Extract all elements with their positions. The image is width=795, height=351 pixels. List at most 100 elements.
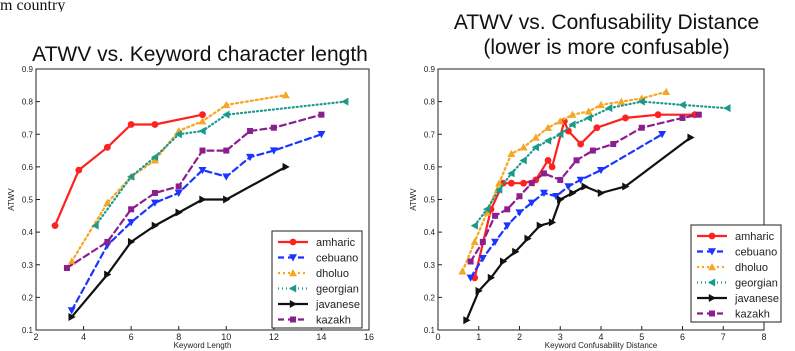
series-line-amharic	[53, 113, 204, 227]
data-point-amharic	[51, 222, 59, 230]
data-point-cebuano	[552, 193, 561, 201]
data-point-javanese	[557, 195, 565, 204]
data-point-cebuano	[478, 255, 487, 263]
data-point-dholuo	[662, 87, 671, 96]
data-point-georgian	[584, 113, 592, 122]
data-point-georgian	[678, 100, 686, 109]
y-tick-label: 0.7	[424, 130, 436, 139]
data-point-amharic	[75, 166, 83, 174]
data-point-javanese	[622, 182, 630, 191]
legend-marker-amharic	[708, 232, 716, 240]
legend-box	[271, 230, 363, 329]
chart-atwv-vs-confusability-distance: 0 1 2 3 4 5 6 7 8 0.1 0.2 0.3 0.4 0.5 0.6 0.7 0.8 0.9 Keyw…	[409, 65, 782, 350]
x-tick-label: 6	[680, 332, 685, 342]
data-point-kazakh	[504, 206, 511, 213]
data-point-georgian	[568, 120, 576, 129]
legend-marker-amharic	[289, 238, 297, 246]
legend-label-georgian: georgian	[735, 278, 778, 290]
data-point-georgian	[556, 130, 564, 139]
data-point-kazakh	[223, 147, 230, 154]
data-point-georgian	[723, 104, 731, 113]
y-tick-label: 0.6	[424, 163, 436, 172]
data-point-cebuano	[174, 189, 183, 197]
chart-2-subtitle: (lower is more confusable)	[483, 36, 730, 59]
data-point-georgian	[91, 221, 99, 230]
data-point-kazakh	[128, 206, 135, 213]
data-point-javanese	[581, 182, 589, 191]
data-point-amharic	[622, 114, 629, 122]
data-point-kazakh	[492, 212, 499, 219]
data-point-kazakh	[679, 114, 686, 121]
data-point-kazakh	[610, 141, 617, 148]
legend-label-kazakh: kazakh	[316, 315, 351, 327]
data-point-georgian	[507, 169, 515, 178]
data-point-cebuano	[269, 147, 278, 155]
data-point-kazakh	[199, 147, 206, 154]
data-point-cebuano	[576, 176, 585, 184]
y-axis-label: ATWV	[7, 188, 16, 211]
data-point-javanese	[687, 133, 695, 142]
series-line-cebuano	[469, 133, 664, 279]
series-line-cebuano	[70, 133, 323, 312]
data-point-cebuano	[539, 189, 548, 197]
legend-marker-dholuo	[708, 263, 716, 271]
data-point-cebuano	[597, 166, 605, 175]
data-point-amharic	[593, 124, 601, 132]
data-point-georgian	[341, 97, 349, 106]
y-tick-label: 0.6	[22, 163, 34, 172]
y-tick-label: 0.4	[424, 228, 436, 237]
y-tick-label: 0.7	[22, 130, 34, 139]
data-point-javanese	[282, 162, 290, 171]
data-point-dholuo	[150, 156, 159, 164]
data-point-amharic	[544, 156, 552, 164]
data-point-javanese	[500, 257, 508, 266]
data-point-georgian	[605, 104, 613, 113]
y-tick-label: 0.3	[22, 261, 34, 270]
data-point-dholuo	[222, 100, 231, 109]
data-point-kazakh	[467, 258, 474, 265]
y-axis-label: ATWV	[409, 188, 418, 211]
data-point-javanese	[104, 270, 112, 279]
data-point-cebuano	[491, 238, 500, 246]
data-point-kazakh	[695, 111, 702, 118]
data-point-kazakh	[589, 147, 596, 154]
legend-marker-dholuo	[289, 269, 297, 277]
data-point-amharic	[507, 179, 515, 187]
data-point-georgian	[495, 185, 503, 194]
data-point-cebuano	[527, 199, 536, 207]
data-point-javanese	[524, 234, 532, 243]
data-point-kazakh	[573, 157, 580, 164]
x-tick-label: 8	[761, 332, 766, 342]
data-point-amharic	[103, 143, 111, 151]
data-point-dholuo	[198, 117, 207, 125]
y-tick-label: 0.1	[424, 326, 436, 335]
legend-label-kazakh: kazakh	[735, 309, 770, 321]
data-point-kazakh	[175, 183, 182, 190]
y-tick-label: 0.9	[22, 65, 34, 74]
x-tick-label: 14	[316, 332, 326, 342]
series-line-javanese	[70, 165, 287, 318]
data-point-kazakh	[247, 127, 254, 134]
data-point-cebuano	[67, 307, 76, 315]
legend-marker-cebuano	[708, 248, 716, 256]
data-point-kazakh	[516, 193, 523, 200]
legend-marker-georgian	[289, 284, 297, 293]
x-tick-label: 4	[81, 332, 86, 342]
data-point-javanese	[597, 188, 605, 197]
x-tick-label: 0	[435, 332, 440, 342]
x-tick-label: 10	[221, 332, 231, 342]
data-point-dholuo	[597, 100, 605, 109]
data-point-georgian	[198, 126, 206, 135]
chart-2-title: ATWV vs. Confusability Distance	[453, 11, 760, 34]
x-tick-label: 8	[176, 332, 181, 342]
legend-label-georgian: georgian	[316, 284, 359, 296]
data-point-javanese	[151, 221, 159, 230]
series-line-georgian	[473, 100, 729, 227]
x-tick-label: 12	[269, 332, 279, 342]
x-tick-label: 16	[364, 332, 374, 342]
data-point-kazakh	[104, 238, 111, 245]
data-point-dholuo	[519, 143, 528, 151]
data-point-dholuo	[458, 267, 467, 275]
page-text-fragment: m country	[0, 0, 66, 12]
data-point-cebuano	[317, 131, 326, 139]
